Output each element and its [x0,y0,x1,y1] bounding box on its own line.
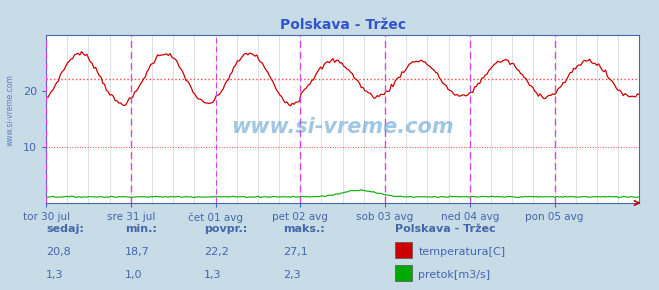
Text: temperatura[C]: temperatura[C] [418,247,505,257]
Text: 1,3: 1,3 [46,270,64,280]
Text: sedaj:: sedaj: [46,224,84,234]
Text: 2,3: 2,3 [283,270,301,280]
Text: Polskava - Tržec: Polskava - Tržec [395,224,496,234]
Text: 27,1: 27,1 [283,247,308,257]
Text: www.si-vreme.com: www.si-vreme.com [5,74,14,146]
Title: Polskava - Tržec: Polskava - Tržec [279,18,406,32]
Text: 22,2: 22,2 [204,247,229,257]
Text: www.si-vreme.com: www.si-vreme.com [231,117,454,137]
Text: 1,0: 1,0 [125,270,143,280]
Text: povpr.:: povpr.: [204,224,248,234]
Text: 1,3: 1,3 [204,270,222,280]
Text: 18,7: 18,7 [125,247,150,257]
Text: maks.:: maks.: [283,224,325,234]
Text: pretok[m3/s]: pretok[m3/s] [418,270,490,280]
Text: min.:: min.: [125,224,157,234]
Text: 20,8: 20,8 [46,247,71,257]
